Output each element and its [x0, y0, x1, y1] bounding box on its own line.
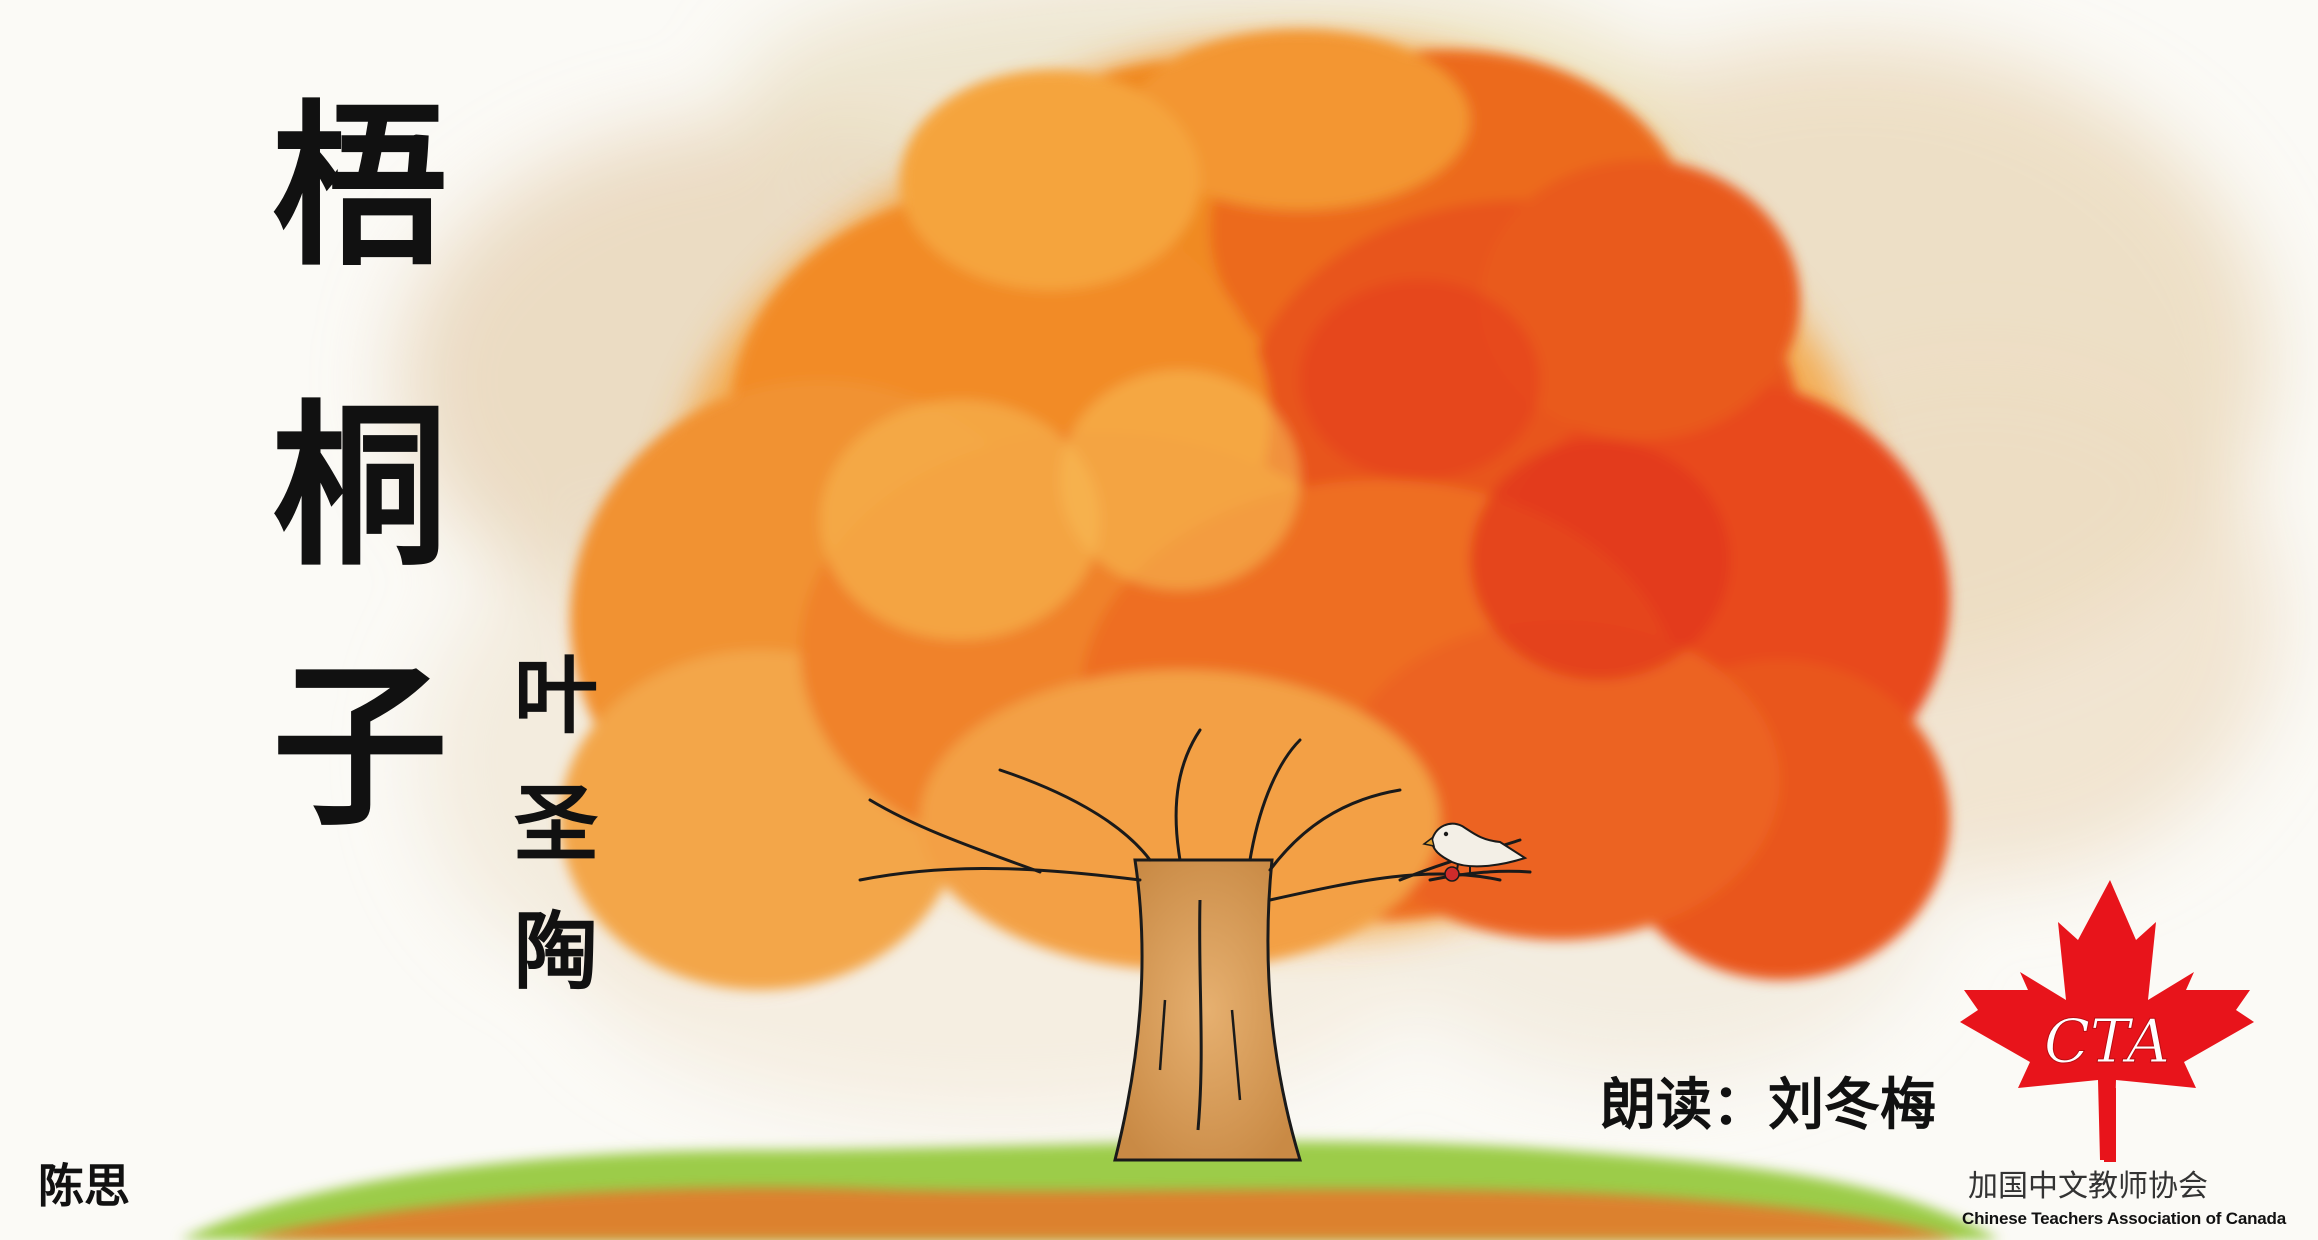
logo-name-cn: 加国中文教师协会	[1968, 1169, 2208, 1204]
author-char-2: 圣	[513, 775, 598, 873]
bird-icon	[1422, 822, 1528, 882]
artist-credit: 陈思	[38, 1159, 130, 1213]
author-char-1: 叶	[513, 647, 598, 745]
author-char-3: 陶	[513, 903, 598, 1001]
maple-leaf-icon: CTA	[1960, 880, 2254, 1162]
title-char-2: 桐	[271, 385, 448, 590]
logo-monogram: CTA	[2044, 1007, 2170, 1077]
tree-branches	[858, 728, 1532, 902]
title-char-3: 子	[271, 645, 448, 850]
logo-name-en: Chinese Teachers Association of Canada	[1962, 1209, 2286, 1228]
grass	[180, 1141, 2000, 1240]
reader-credit: 朗读：刘冬梅	[1600, 1073, 1936, 1138]
tree-foliage	[560, 30, 1950, 990]
tree-trunk	[1113, 858, 1303, 1162]
title-char-1: 梧	[271, 85, 448, 290]
